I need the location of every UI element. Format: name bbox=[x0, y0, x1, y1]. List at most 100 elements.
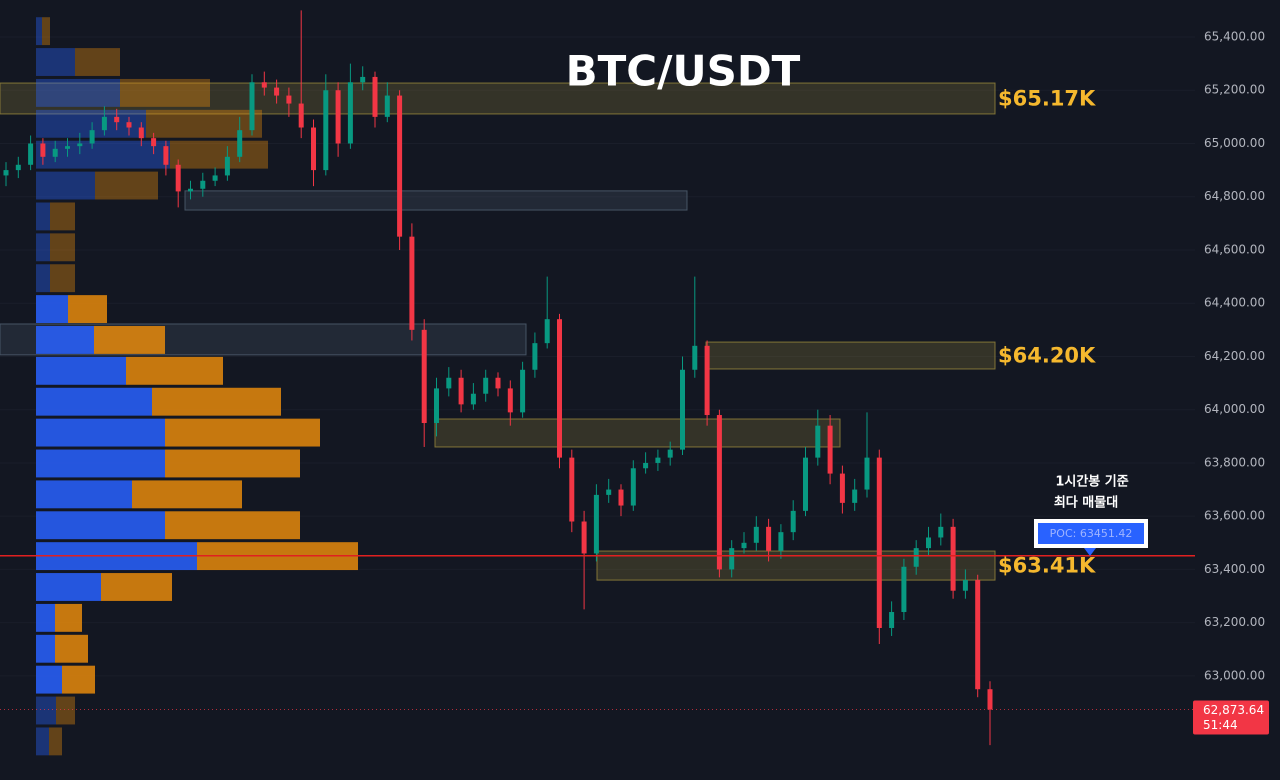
volume-profile bbox=[36, 17, 358, 756]
profile-sell bbox=[50, 233, 75, 262]
y-tick-label: 63,200.00 bbox=[1204, 615, 1265, 629]
candle-body bbox=[975, 580, 981, 690]
candle-body bbox=[729, 548, 735, 570]
profile-buy bbox=[36, 480, 132, 509]
poc-box bbox=[1038, 523, 1144, 544]
candle-body bbox=[766, 526, 772, 551]
candle-body bbox=[298, 103, 304, 128]
y-tick-label: 64,400.00 bbox=[1204, 296, 1265, 310]
profile-buy bbox=[36, 727, 49, 756]
profile-sell bbox=[42, 17, 50, 46]
candle-body bbox=[384, 95, 390, 117]
profile-sell bbox=[56, 696, 75, 725]
y-tick-label: 64,600.00 bbox=[1204, 242, 1265, 256]
candle-body bbox=[532, 343, 538, 370]
profile-sell bbox=[94, 326, 165, 354]
candle-body bbox=[249, 82, 255, 131]
candle-body bbox=[434, 388, 439, 424]
profile-buy bbox=[36, 356, 126, 385]
profile-sell bbox=[170, 140, 268, 169]
candle-body bbox=[52, 148, 58, 157]
candle-body bbox=[311, 127, 316, 171]
profile-sell bbox=[75, 48, 120, 76]
zone bbox=[0, 82, 996, 115]
candle-body bbox=[643, 462, 649, 469]
candle-body bbox=[397, 95, 403, 237]
profile-buy bbox=[36, 48, 75, 76]
profile-sell bbox=[120, 78, 210, 107]
profile-sell bbox=[165, 449, 300, 478]
candle-body bbox=[962, 580, 968, 591]
chart-title: BTC/USDT bbox=[566, 47, 801, 96]
profile-buy bbox=[36, 511, 165, 540]
candle-body bbox=[372, 76, 378, 117]
candle-body bbox=[852, 489, 858, 503]
candle-body bbox=[126, 122, 132, 128]
poc-note: 최다 매물대 bbox=[1054, 495, 1118, 511]
candle-body bbox=[323, 90, 329, 171]
profile-sell bbox=[126, 356, 223, 385]
candle-body bbox=[101, 116, 107, 131]
countdown: 51:44 bbox=[1203, 718, 1238, 732]
profile-buy bbox=[36, 202, 50, 231]
candle-body bbox=[827, 425, 833, 474]
candle-body bbox=[409, 236, 415, 330]
candle-body bbox=[483, 377, 489, 394]
candle-body bbox=[778, 532, 784, 551]
y-tick-label: 65,400.00 bbox=[1204, 30, 1265, 44]
profile-sell bbox=[49, 727, 62, 756]
profile-sell bbox=[95, 171, 158, 200]
candle-body bbox=[274, 87, 280, 96]
candle-body bbox=[360, 76, 366, 83]
profile-sell bbox=[68, 295, 107, 324]
candle-body bbox=[520, 369, 526, 413]
candle-body bbox=[335, 90, 341, 144]
profile-buy bbox=[36, 233, 50, 262]
candle-body bbox=[495, 377, 501, 389]
y-tick-label: 65,200.00 bbox=[1204, 83, 1265, 97]
candle-body bbox=[593, 494, 599, 554]
candle-body bbox=[470, 393, 476, 405]
candle-body bbox=[446, 377, 452, 389]
profile-buy bbox=[36, 418, 165, 447]
profile-buy bbox=[36, 665, 62, 694]
candle-body bbox=[3, 170, 9, 176]
candle-body bbox=[864, 457, 870, 490]
candle-body bbox=[803, 457, 808, 511]
y-tick-label: 63,400.00 bbox=[1204, 562, 1265, 576]
y-tick-label: 63,600.00 bbox=[1204, 509, 1265, 523]
profile-buy bbox=[36, 387, 152, 416]
candle-body bbox=[200, 180, 206, 189]
candle-body bbox=[421, 329, 427, 424]
profile-buy bbox=[36, 696, 56, 725]
candle-body bbox=[901, 566, 907, 613]
y-tick-label: 64,000.00 bbox=[1204, 402, 1265, 416]
candle-body bbox=[163, 146, 169, 165]
candle-body bbox=[926, 537, 931, 549]
profile-buy bbox=[36, 326, 94, 354]
profile-sell bbox=[62, 665, 95, 694]
candle-body bbox=[606, 489, 612, 495]
candle-body bbox=[876, 457, 882, 628]
candle-body bbox=[950, 526, 956, 591]
candle-body bbox=[889, 612, 895, 628]
candle-body bbox=[458, 377, 464, 405]
profile-buy bbox=[36, 17, 42, 46]
candle-body bbox=[347, 82, 353, 144]
candle-body bbox=[507, 388, 513, 413]
last-price-label: 62,873.64 bbox=[1203, 703, 1264, 717]
candle-body bbox=[680, 369, 685, 450]
zone bbox=[705, 341, 996, 370]
profile-sell bbox=[50, 264, 75, 293]
level-label: $63.41K bbox=[998, 554, 1096, 578]
profile-sell bbox=[55, 634, 88, 663]
candle-body bbox=[716, 415, 722, 570]
profile-buy bbox=[36, 449, 165, 478]
profile-sell bbox=[152, 387, 281, 416]
profile-sell bbox=[165, 418, 320, 447]
candle-body bbox=[544, 319, 550, 344]
profile-buy bbox=[36, 78, 120, 107]
candle-body bbox=[237, 130, 243, 157]
